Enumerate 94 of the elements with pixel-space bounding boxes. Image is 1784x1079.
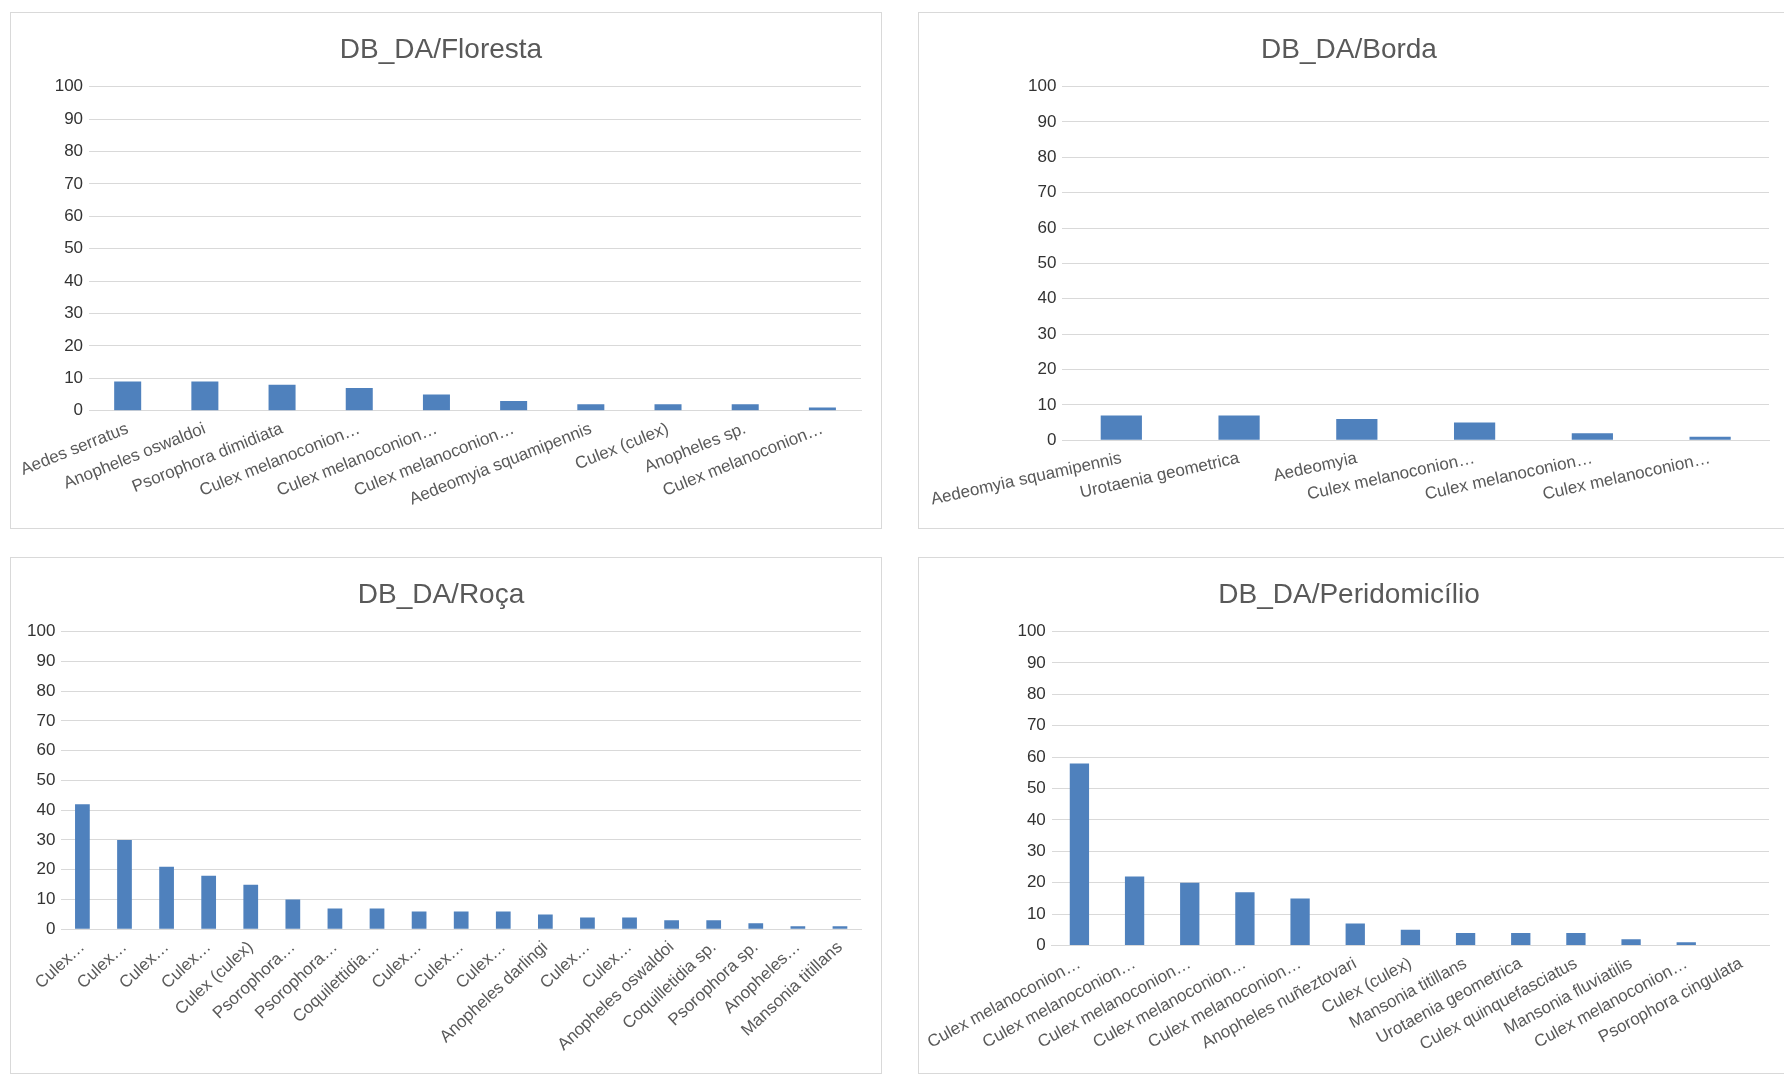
bar (1400, 929, 1421, 945)
bar (731, 404, 759, 411)
y-tick-label: 0 (1036, 935, 1046, 955)
y-tick-label: 30 (36, 829, 56, 849)
y-tick-label: 70 (1037, 182, 1057, 202)
y-tick-label: 40 (36, 799, 56, 819)
bar (654, 404, 682, 411)
y-tick-label: 50 (36, 770, 56, 790)
bar (577, 404, 605, 411)
y-tick-label: 80 (1037, 147, 1057, 167)
bar (500, 401, 528, 411)
bar (285, 899, 301, 929)
y-tick-label: 70 (64, 173, 84, 193)
bar (664, 920, 679, 929)
chart-title: DB_DA/Borda (1261, 32, 1438, 64)
y-tick-label: 60 (1026, 746, 1046, 766)
y-tick-label: 0 (73, 400, 84, 420)
bar (1100, 415, 1142, 440)
bar (117, 839, 132, 929)
bar (537, 914, 553, 929)
y-tick-label: 50 (64, 238, 84, 258)
bar (191, 381, 219, 411)
chart-title: DB_DA/Roça (357, 577, 525, 609)
bar (1571, 433, 1613, 440)
y-tick-label: 40 (1026, 809, 1046, 829)
bar (1336, 419, 1378, 440)
y-tick-label: 50 (1037, 253, 1057, 273)
bar (159, 866, 174, 929)
chart-title: DB_DA/Floresta (339, 32, 543, 64)
y-tick-label: 60 (36, 740, 56, 760)
y-tick-label: 10 (1026, 903, 1046, 923)
bar (345, 388, 373, 411)
bar (243, 884, 259, 929)
bar (1566, 932, 1586, 945)
y-tick-label: 60 (64, 205, 84, 225)
bar (1180, 882, 1200, 945)
y-tick-label: 40 (64, 270, 84, 290)
bar (1621, 939, 1641, 945)
bar (622, 917, 637, 929)
bar (453, 911, 469, 929)
bar (1290, 898, 1310, 945)
y-tick-label: 0 (1046, 429, 1057, 449)
bar (1235, 892, 1255, 945)
y-tick-label: 70 (36, 710, 56, 730)
y-tick-label: 90 (36, 651, 56, 671)
y-tick-label: 100 (1017, 621, 1046, 641)
bar (580, 917, 595, 929)
bar (1218, 415, 1260, 440)
y-tick-label: 20 (1026, 872, 1046, 892)
y-tick-label: 50 (1026, 778, 1046, 798)
y-tick-label: 20 (1037, 359, 1057, 379)
y-tick-label: 30 (1026, 841, 1046, 861)
y-tick-label: 80 (36, 680, 56, 700)
bar (1453, 422, 1496, 440)
bar (422, 394, 450, 411)
bar (114, 381, 142, 411)
y-tick-label: 80 (64, 141, 84, 161)
y-tick-label: 20 (64, 335, 84, 355)
bar (748, 923, 764, 929)
bar (411, 911, 427, 929)
y-tick-label: 10 (64, 368, 84, 388)
y-tick-label: 30 (64, 303, 84, 323)
bar (268, 384, 296, 411)
y-tick-label: 100 (1028, 76, 1057, 96)
bar (327, 908, 343, 929)
bar (1124, 876, 1145, 945)
y-tick-label: 80 (1026, 684, 1046, 704)
y-tick-label: 70 (1026, 715, 1046, 735)
bar (706, 920, 722, 929)
y-tick-label: 20 (36, 859, 56, 879)
bar (832, 926, 848, 929)
y-tick-label: 40 (1037, 288, 1057, 308)
chart-title: DB_DA/Peridomicílio (1218, 577, 1480, 609)
y-tick-label: 10 (1037, 394, 1057, 414)
bar (1455, 932, 1476, 945)
bar (369, 908, 385, 929)
y-tick-label: 0 (45, 918, 56, 938)
y-tick-label: 10 (36, 889, 56, 909)
y-tick-label: 100 (26, 621, 56, 641)
bar (1689, 436, 1731, 440)
y-tick-label: 30 (1037, 323, 1057, 343)
bar (1345, 923, 1365, 945)
y-tick-label: 90 (1026, 652, 1046, 672)
bar (495, 911, 511, 929)
y-tick-label: 90 (1037, 111, 1057, 131)
bar (790, 926, 806, 929)
bar (1676, 942, 1696, 945)
y-tick-label: 90 (64, 108, 84, 128)
bar (1511, 932, 1531, 945)
y-tick-label: 60 (1037, 217, 1057, 237)
bar (75, 804, 90, 929)
bar (1069, 763, 1090, 945)
bar (201, 875, 217, 929)
y-tick-label: 100 (54, 76, 84, 96)
